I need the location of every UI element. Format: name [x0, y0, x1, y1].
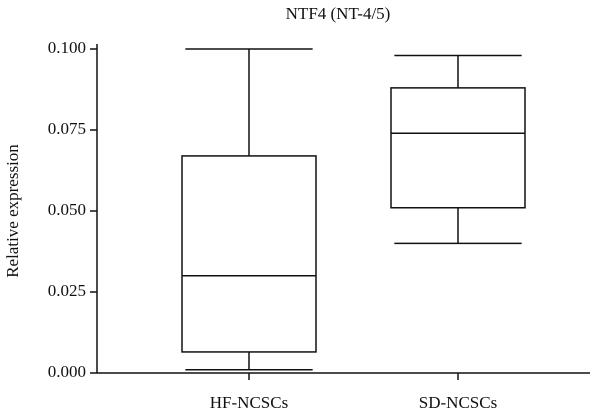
y-tick-label: 0.025	[48, 281, 86, 300]
y-tick-label: 0.050	[48, 200, 86, 219]
y-tick-label: 0.000	[48, 362, 86, 381]
chart-title: NTF4 (NT-4/5)	[286, 4, 391, 23]
y-axis-label: Relative expression	[3, 144, 22, 278]
y-tick-label: 0.075	[48, 119, 86, 138]
box	[181, 155, 317, 353]
x-tick-label: SD-NCSCs	[419, 393, 497, 412]
box	[390, 87, 526, 209]
x-tick-label: HF-NCSCs	[210, 393, 288, 412]
y-tick-label: 0.100	[48, 38, 86, 57]
